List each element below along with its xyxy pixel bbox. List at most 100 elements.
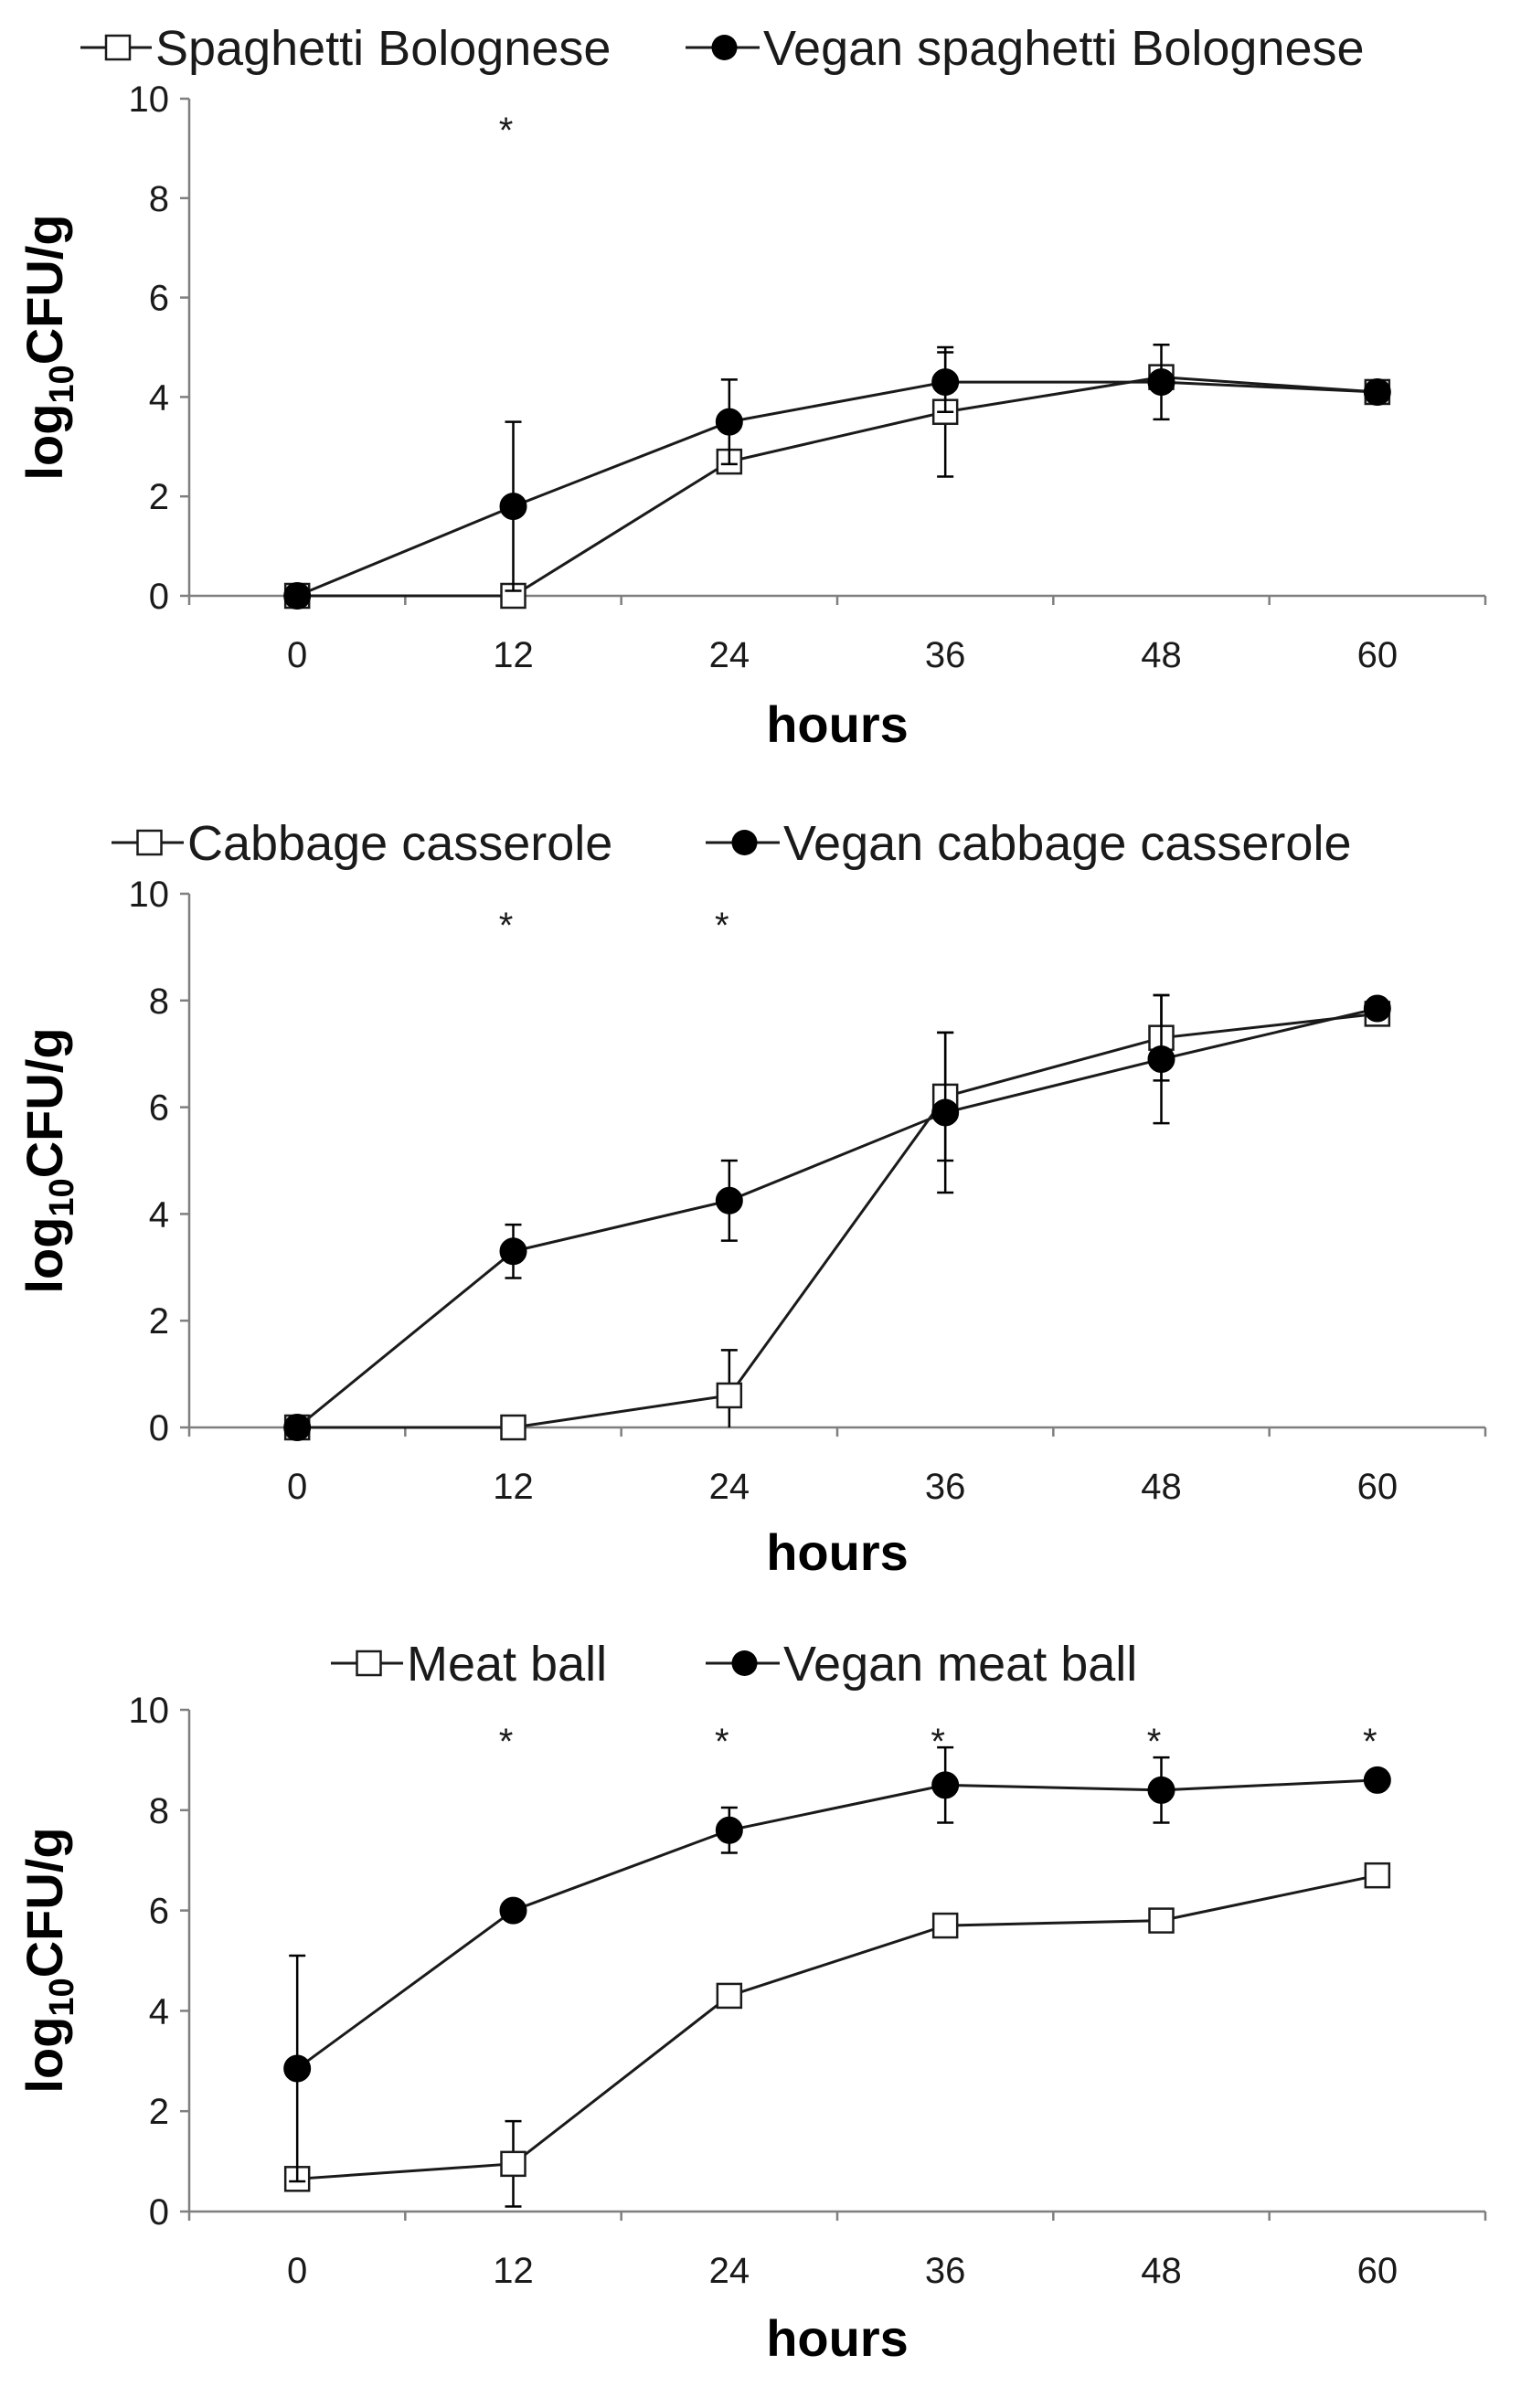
legend-item-1: Spaghetti Bolognese (80, 21, 611, 76)
data-point (1147, 1045, 1175, 1074)
y-tick-label: 2 (149, 477, 169, 517)
series-1 (283, 345, 1391, 610)
legend-label: Vegan cabbage casserole (783, 816, 1351, 871)
y-tick-label: 8 (149, 179, 169, 219)
x-tick-label: 24 (709, 635, 750, 675)
data-point (716, 1382, 743, 1409)
significance-star: * (931, 1722, 945, 1762)
significance-star: * (499, 906, 514, 946)
series-line (297, 1012, 1377, 1429)
x-tick-label: 60 (1357, 635, 1399, 675)
legend-label: Spaghetti Bolognese (155, 21, 611, 76)
series-line (296, 380, 1377, 598)
legend-label: Vegan spaghetti Bolognese (763, 21, 1365, 76)
series-2 (283, 993, 1391, 1441)
significance-star: * (499, 1722, 514, 1762)
data-point (715, 1816, 743, 1844)
y-tick-label: 8 (149, 1791, 169, 1831)
series-line (296, 1778, 1377, 2070)
legend-item-2: Vegan meat ball (706, 1637, 1137, 1692)
data-point (1363, 994, 1391, 1023)
data-point (500, 2150, 526, 2178)
legend-item-1: Meat ball (331, 1637, 607, 1692)
series-line (296, 1007, 1378, 1429)
y-tick-label: 6 (149, 1892, 169, 1932)
data-point (931, 1771, 960, 1799)
series-1 (283, 1862, 1391, 2208)
significance-star: * (715, 1722, 729, 1762)
significance-star: * (715, 906, 729, 946)
data-point (931, 1912, 959, 1939)
y-tick-label: 10 (129, 80, 170, 120)
legend-item-2: Vegan spaghetti Bolognese (686, 21, 1365, 76)
x-axis-title: hours (766, 695, 909, 753)
data-point (715, 408, 743, 436)
data-point (931, 1098, 960, 1127)
y-axis-title: log10CFU/g (16, 1827, 81, 2093)
legend-label: Vegan meat ball (783, 1637, 1137, 1692)
legend-label: Meat ball (407, 1637, 607, 1692)
x-tick-label: 36 (925, 1467, 966, 1507)
series-line (297, 376, 1377, 598)
y-axis-title: log10CFU/g (16, 214, 81, 480)
data-point (1147, 1776, 1175, 1804)
legend-item-1: Cabbage casserole (112, 816, 612, 871)
data-point (283, 1414, 312, 1441)
y-tick-label: 2 (149, 2092, 169, 2132)
significance-star: * (1147, 1722, 1162, 1762)
x-tick-label: 48 (1141, 1467, 1182, 1507)
x-tick-label: 12 (493, 635, 534, 675)
data-point (1148, 1907, 1175, 1934)
x-tick-label: 12 (493, 1467, 534, 1507)
y-tick-label: 4 (149, 377, 169, 418)
legend-marker (356, 1650, 382, 1677)
y-tick-label: 2 (149, 1301, 169, 1342)
significance-star: * (1363, 1722, 1377, 1762)
data-point (1363, 377, 1391, 406)
data-point (931, 368, 960, 397)
y-tick-label: 4 (149, 1991, 169, 2031)
x-tick-label: 24 (709, 1467, 750, 1507)
data-point (1363, 1766, 1391, 1794)
y-tick-label: 0 (149, 1408, 169, 1448)
y-tick-label: 10 (129, 1691, 170, 1731)
x-tick-label: 0 (287, 1467, 307, 1507)
data-point (1364, 1862, 1391, 1889)
series-line (297, 1873, 1378, 2180)
x-tick-label: 12 (493, 2251, 534, 2291)
data-point (1147, 368, 1175, 397)
x-tick-label: 48 (1141, 635, 1182, 675)
data-point (500, 1414, 526, 1441)
x-tick-label: 48 (1141, 2251, 1182, 2291)
data-point (716, 1982, 743, 2010)
y-tick-label: 6 (149, 1088, 169, 1129)
legend-marker (731, 830, 758, 855)
legend-item-2: Vegan cabbage casserole (706, 816, 1351, 871)
y-tick-label: 0 (149, 2192, 169, 2233)
y-axis-title: log10CFU/g (16, 1027, 81, 1293)
data-point (715, 1186, 743, 1215)
legend-marker (731, 1650, 758, 1676)
y-tick-label: 4 (149, 1194, 169, 1235)
x-tick-label: 60 (1357, 2251, 1399, 2291)
y-tick-label: 10 (129, 875, 170, 915)
legend-marker (104, 34, 132, 61)
legend-label: Cabbage casserole (187, 816, 612, 871)
data-point (499, 1237, 527, 1266)
significance-star: * (499, 111, 514, 151)
x-tick-label: 60 (1357, 1467, 1399, 1507)
data-point (499, 1896, 527, 1925)
x-tick-label: 0 (287, 635, 307, 675)
legend-marker (711, 35, 738, 60)
y-tick-label: 8 (149, 981, 169, 1022)
y-tick-label: 6 (149, 279, 169, 319)
legend-marker (136, 829, 163, 856)
x-axis-title: hours (766, 1523, 909, 1581)
x-tick-label: 36 (925, 635, 966, 675)
data-point (283, 2054, 312, 2083)
series-1 (283, 993, 1391, 1441)
